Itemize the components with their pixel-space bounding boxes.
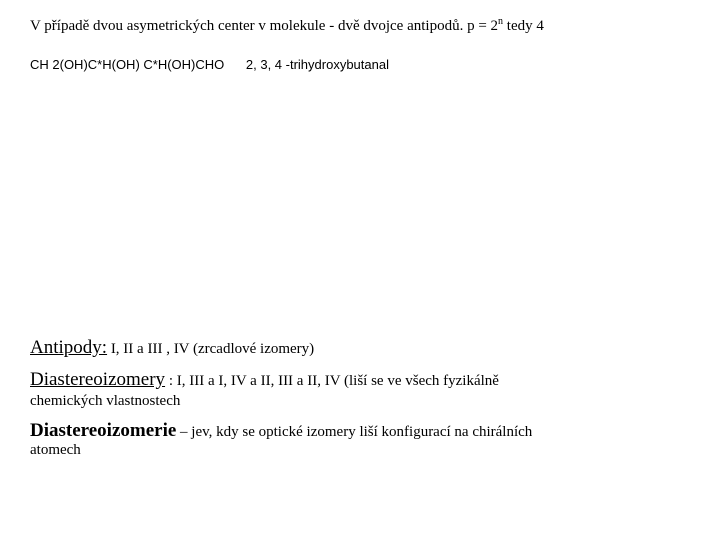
antipody-line: Antipody: I, II a III , IV (zrcadlové iz…: [30, 337, 690, 359]
intro-line: V případě dvou asymetrických center v mo…: [30, 18, 690, 35]
intro-text-part2: tedy 4: [503, 18, 544, 34]
diastereoizomerie-content: – jev, kdy se optické izomery liší konfi…: [176, 424, 532, 440]
intro-text-part1: V případě dvou asymetrických center v mo…: [30, 18, 498, 34]
antipody-title: Antipody:: [30, 337, 107, 358]
chemical-formula: CH 2(OH)C*H(OH) C*H(OH)CHO: [30, 57, 224, 72]
antipody-content: I, II a III , IV (zrcadlové izomery): [107, 341, 314, 357]
diastereoizomery-title: Diastereoizomery: [30, 369, 165, 390]
spacer: [30, 72, 690, 337]
diastereoizomerie-continuation: atomech: [30, 442, 690, 459]
diastereoizomery-content: : I, III a I, IV a II, III a II, IV (liš…: [165, 373, 499, 389]
diastereoizomery-line: Diastereoizomery : I, III a I, IV a II, …: [30, 369, 690, 391]
diastereoizomerie-title: Diastereoizomerie: [30, 420, 176, 441]
formula-line: CH 2(OH)C*H(OH) C*H(OH)CHO 2, 3, 4 -trih…: [30, 57, 690, 72]
compound-name: 2, 3, 4 -trihydroxybutanal: [246, 57, 389, 72]
diastereoizomerie-line: Diastereoizomerie – jev, kdy se optické …: [30, 420, 690, 442]
diastereoizomery-continuation: chemických vlastnostech: [30, 393, 690, 410]
